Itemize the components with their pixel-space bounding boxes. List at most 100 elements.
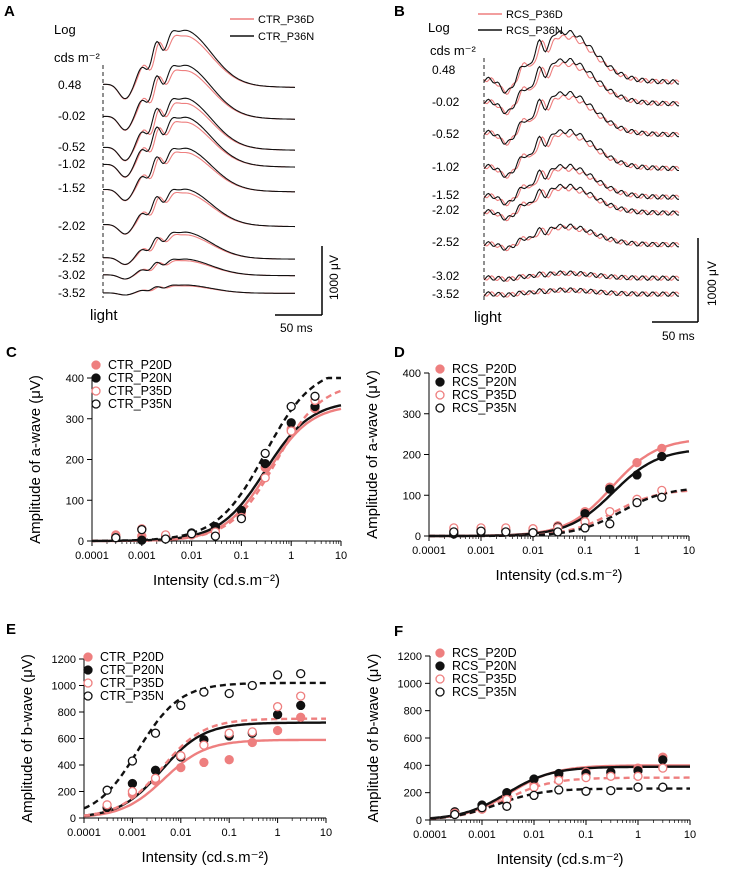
legend-label: RCS_P35D <box>452 672 517 686</box>
legend-marker <box>435 674 445 684</box>
x-tick-label: 0.0001 <box>413 829 447 841</box>
level-label: -3.52 <box>432 287 460 301</box>
x-axis-label: Intensity (cd.s.m⁻²) <box>495 567 622 584</box>
x-tick-label: 0.01 <box>523 829 544 841</box>
stimulus-label: light <box>90 307 118 324</box>
data-point-rcs_p35d <box>529 782 539 792</box>
intensity-levels: 0.48 -0.02 -0.52 -1.02 -1.52 -2.02 -2.52… <box>58 78 86 300</box>
legend-marker <box>83 678 93 688</box>
panel-letter: D <box>394 344 405 361</box>
x-tick-label: 0.001 <box>119 827 147 839</box>
data-point-ctr_p35n <box>286 401 296 412</box>
erg-trace <box>483 128 679 178</box>
level-label: -0.52 <box>432 127 460 141</box>
y-tick-label: 400 <box>404 760 422 772</box>
erg-traces <box>483 30 680 298</box>
erg-trace <box>103 64 296 131</box>
legend-label: CTR_P20D <box>100 650 164 664</box>
legend-marker <box>83 652 93 662</box>
data-point-rcs_p35n <box>450 809 460 820</box>
data-point-rcs_p35n <box>476 526 486 536</box>
erg-trace <box>483 287 680 298</box>
data-point-rcs_p20n <box>658 755 668 765</box>
y-tick-label: 200 <box>403 450 421 462</box>
legend-label: CTR_P35N <box>108 397 172 411</box>
y-tick-label: 1200 <box>52 654 76 666</box>
data-point-rcs_p35n <box>553 527 563 537</box>
level-label: -0.02 <box>432 95 460 109</box>
panel-letter: E <box>6 621 16 638</box>
y-tick-label: 1000 <box>398 678 422 690</box>
legend-marker <box>435 403 445 413</box>
x-tick-label: 1 <box>275 827 281 839</box>
panel-letter: A <box>4 3 15 20</box>
data-point-rcs_p35n <box>449 527 459 537</box>
unit-label-cds: cds m⁻² <box>430 43 477 58</box>
erg-trace <box>103 258 295 280</box>
y-axis-label: Amplitude of b-wave (μV) <box>365 654 382 823</box>
panel-letter: F <box>394 623 403 640</box>
y-tick-label: 1200 <box>398 651 422 663</box>
legend-label-n: RCS_P36N <box>506 25 563 37</box>
x-tick-label: 0.01 <box>170 827 191 839</box>
erg-trace <box>103 188 296 235</box>
data-point-ctr_p35n <box>260 448 270 459</box>
erg-trace <box>483 270 679 282</box>
x-axis-label: Intensity (cd.s.m⁻²) <box>141 849 268 866</box>
data-point-rcs_p35n <box>581 786 591 796</box>
unit-label-log: Log <box>54 22 76 37</box>
data-point-rcs_p20n <box>580 508 590 519</box>
x-tick-label: 0.01 <box>522 545 543 557</box>
data-point-ctr_p35n <box>111 533 121 543</box>
y-tick-label: 200 <box>58 787 76 799</box>
x-tick-label: 0.1 <box>578 829 593 841</box>
y-axis-label: Amplitude of b-wave (μV) <box>19 654 36 823</box>
data-point-rcs_p20d <box>657 443 667 454</box>
legend-label: CTR_P20D <box>108 358 172 372</box>
trace-panel-b: B Log cds m⁻² RCS_P36D RCS_P36N 0.48 -0.… <box>394 3 719 343</box>
erg-trace <box>483 287 680 298</box>
y-tick-label: 200 <box>66 455 84 467</box>
data-point-ctr_p35d <box>176 751 186 761</box>
y-tick-label: 800 <box>58 707 76 719</box>
level-label: -2.02 <box>432 203 460 217</box>
level-label: -2.52 <box>432 235 460 249</box>
data-point-rcs_p20n <box>657 451 667 462</box>
erg-trace <box>103 147 295 201</box>
amplitude-scale-label: 1000 μV <box>327 255 341 300</box>
x-axis-label: Intensity (cd.s.m⁻²) <box>496 851 623 868</box>
data-point-ctr_p35n <box>296 668 306 679</box>
legend-marker <box>91 399 101 409</box>
data-point-ctr_p35d <box>102 800 112 810</box>
data-point-ctr_p20n <box>272 709 283 720</box>
amplitude-scale-label: 1000 μV <box>705 261 719 306</box>
x-tick-label: 0.001 <box>467 545 495 557</box>
data-point-rcs_p35d <box>658 763 668 773</box>
erg-trace <box>103 284 295 296</box>
y-tick-label: 400 <box>58 760 76 772</box>
legend-marker <box>435 390 445 400</box>
legend-marker <box>435 661 445 671</box>
data-point-ctr_p20n <box>286 418 296 428</box>
x-tick-label: 1 <box>635 829 641 841</box>
legend-marker <box>435 648 445 658</box>
data-point-ctr_p35n <box>186 529 197 539</box>
data-point-ctr_p35n <box>160 534 171 544</box>
x-tick-label: 0.0001 <box>412 545 446 557</box>
level-label: -1.52 <box>432 188 460 202</box>
erg-trace <box>483 185 680 222</box>
x-tick-label: 10 <box>320 827 332 839</box>
data-point-ctr_p35d <box>224 728 234 738</box>
data-point-ctr_p20n <box>150 765 161 775</box>
level-label: 0.48 <box>58 78 82 92</box>
x-tick-label: 0.01 <box>181 550 202 562</box>
data-point-rcs_p20n <box>632 470 642 480</box>
time-scale-label: 50 ms <box>280 321 313 335</box>
data-point-ctr_p20d <box>224 755 234 765</box>
data-point-ctr_p35n <box>127 756 138 766</box>
legend-label: RCS_P20N <box>452 659 517 673</box>
x-tick-label: 0.1 <box>234 550 249 562</box>
x-tick-label: 1 <box>288 550 294 562</box>
y-tick-label: 0 <box>415 531 421 543</box>
